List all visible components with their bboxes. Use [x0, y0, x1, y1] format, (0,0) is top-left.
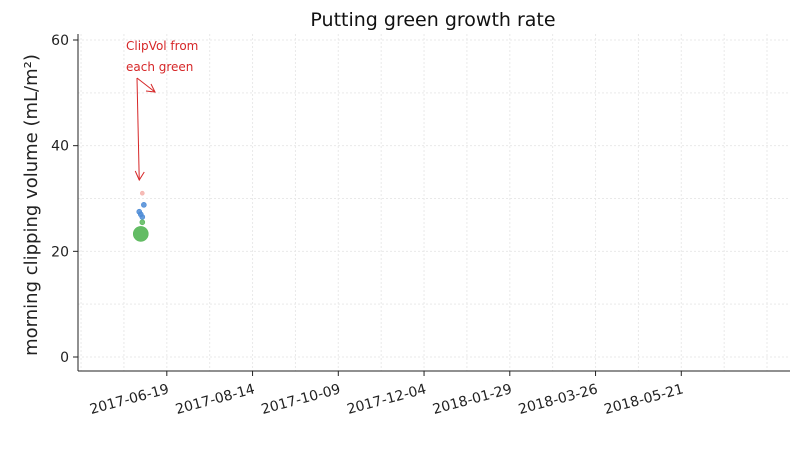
x-tick-label: 2018-05-21: [603, 381, 686, 418]
data-point: [139, 219, 146, 226]
x-tick-label: 2017-12-04: [345, 381, 428, 418]
annotation-text: ClipVol from: [126, 39, 198, 53]
annotation-arrowhead: [145, 83, 156, 93]
data-point: [139, 214, 146, 220]
chart-title: Putting green growth rate: [310, 9, 555, 31]
annotation-arrow: [136, 77, 156, 93]
x-tick-label: 2017-06-19: [88, 381, 171, 418]
x-tick-label: 2018-03-26: [517, 381, 600, 418]
axes: [73, 34, 790, 376]
data-point: [132, 226, 149, 242]
data-points: [132, 190, 149, 242]
y-tick-label: 0: [60, 350, 69, 366]
y-tick-label: 20: [51, 244, 69, 260]
x-tick-label: 2018-01-29: [431, 381, 514, 418]
data-point: [141, 202, 147, 208]
y-axis-label: morning clipping volume (mL/m²): [21, 54, 42, 356]
annotation: ClipVol from each green: [126, 39, 198, 182]
grid: [78, 34, 790, 371]
x-tick-label: 2017-08-14: [174, 381, 257, 418]
x-tick-label: 2017-10-09: [260, 381, 343, 418]
annotation-arrow: [136, 77, 140, 181]
y-tick-label: 60: [51, 33, 69, 49]
y-tick-label: 40: [51, 139, 69, 155]
annotation-arrowhead: [134, 170, 145, 182]
data-point: [140, 190, 145, 196]
annotation-text: each green: [126, 60, 193, 74]
